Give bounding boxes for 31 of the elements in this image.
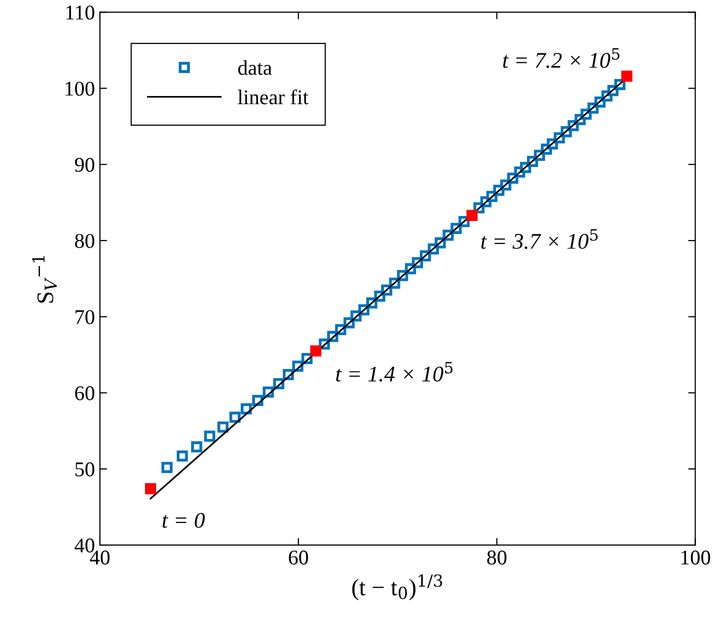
annotation: t = 7.2 × 10$^{5}$ [503,48,620,68]
point [217,422,229,433]
legend-label: data [238,60,272,75]
legend-label: linear fit [238,89,308,104]
y-tick-label: 70 [76,310,94,324]
annotation: t = 0 [162,512,205,528]
annotation: t = 3.7 × 10$^{5}$ [481,229,598,249]
x-tick-label: 60 [288,550,308,565]
y-tick-label: 90 [74,158,94,172]
x-axis-title: (t − t$_{0}$)$^{1/3}$ [352,574,442,600]
point [240,403,252,414]
y-tick-label: 40 [74,538,94,552]
point [466,210,478,222]
x-tick-label: 80 [487,550,506,565]
point [310,345,322,356]
point [621,70,632,82]
point [144,483,156,494]
point [204,430,216,442]
annotation: t = 1.4 × 10$^{5}$ [336,362,452,382]
y-tick-label: 50 [75,462,94,476]
x-tick-label: 40 [90,550,110,565]
point [176,450,188,462]
y-tick-label: 80 [75,234,94,248]
y-tick-label: 110 [66,6,94,20]
x-tick-label: 100 [681,550,710,565]
y-tick-label: 60 [75,386,94,400]
y-tick-label: 100 [66,82,94,96]
point [229,412,241,423]
y-axis-title: S$_{V}$$^{−1}$ [32,256,57,303]
point [161,462,173,473]
point [191,441,202,452]
